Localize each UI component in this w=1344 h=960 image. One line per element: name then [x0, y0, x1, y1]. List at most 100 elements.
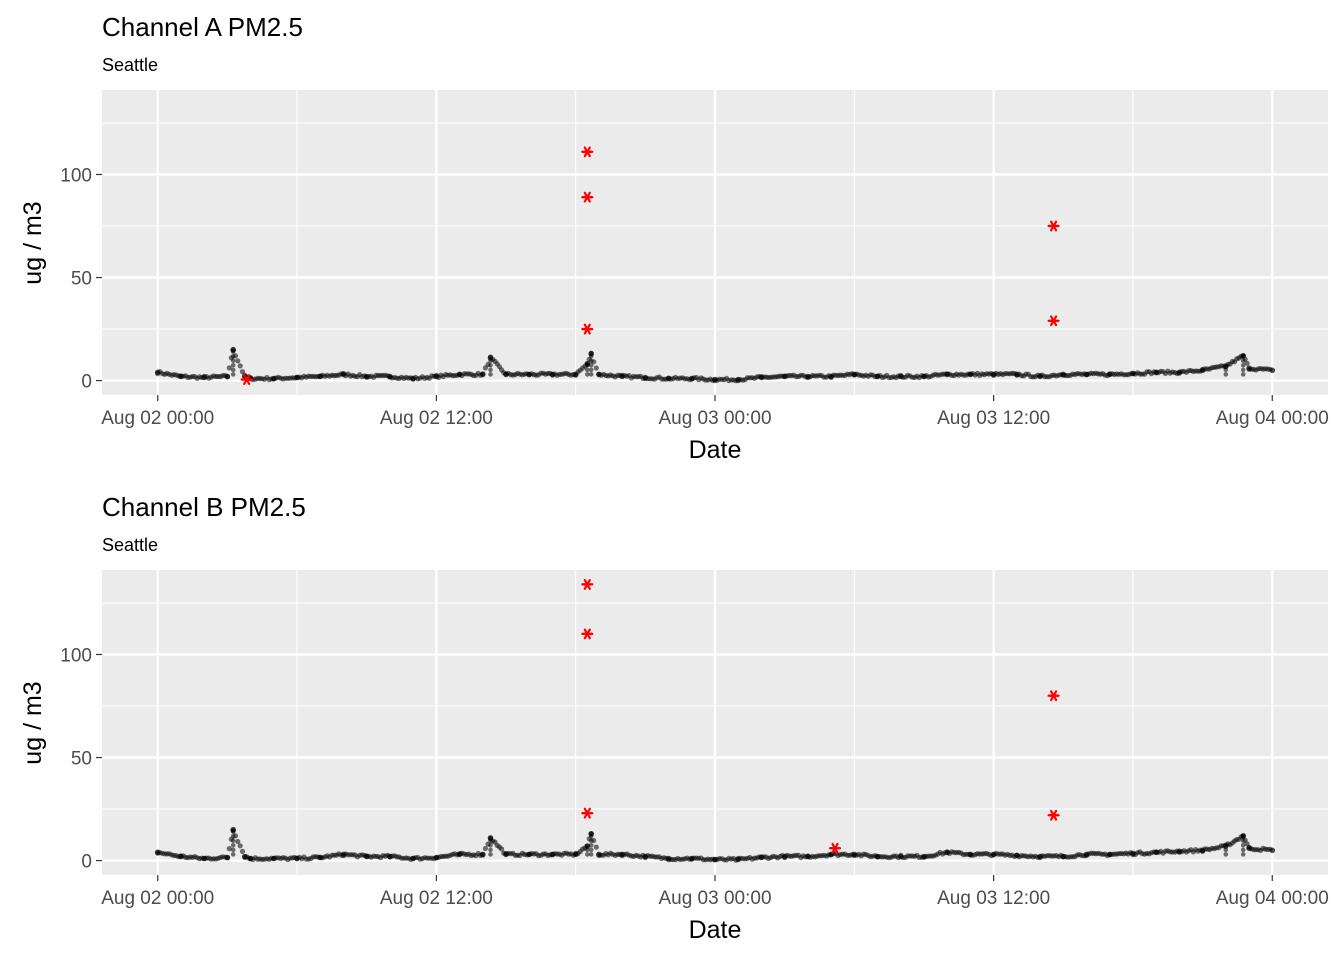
- data-point: [480, 371, 486, 378]
- data-point: [642, 853, 649, 860]
- data-point: [585, 367, 590, 373]
- data-point: [1240, 363, 1246, 368]
- channel-a-panel: Channel A PM2.5 Seattle ug / m3 Date Aug…: [19, 12, 1329, 464]
- outlier-marker: [581, 578, 594, 590]
- data-point: [226, 846, 232, 852]
- data-point: [665, 855, 672, 862]
- data-point: [178, 853, 184, 860]
- data-point: [230, 852, 236, 857]
- channel-b-panel: Channel B PM2.5 Seattle ug / m3 Date Aug…: [19, 492, 1329, 944]
- data-point: [781, 853, 788, 860]
- outlier-marker: [1047, 315, 1060, 327]
- data-point: [230, 367, 236, 373]
- data-point: [242, 853, 248, 860]
- data-point: [1269, 847, 1276, 854]
- data-point: [1014, 371, 1020, 378]
- outlier-marker: [1047, 809, 1060, 821]
- data-point: [588, 372, 594, 377]
- data-point: [549, 371, 556, 378]
- data-point: [665, 375, 672, 382]
- data-point: [230, 349, 236, 355]
- data-point: [874, 373, 881, 380]
- data-point: [588, 358, 594, 364]
- data-point: [588, 354, 594, 359]
- data-point: [585, 363, 590, 368]
- data-point: [549, 851, 556, 858]
- data-point: [712, 856, 718, 863]
- data-point: [585, 372, 590, 377]
- x-axis-title: Date: [689, 916, 742, 944]
- data-point: [851, 371, 858, 378]
- data-point: [526, 371, 532, 378]
- data-point: [585, 852, 590, 857]
- data-point: [230, 829, 236, 834]
- data-point: [1246, 365, 1252, 372]
- data-point: [805, 373, 811, 380]
- data-point: [239, 369, 246, 375]
- data-point: [921, 373, 927, 380]
- data-point: [1060, 853, 1067, 860]
- y-tick-label: 100: [60, 645, 92, 666]
- data-point: [482, 845, 488, 852]
- data-point: [230, 834, 236, 839]
- data-point: [572, 371, 579, 378]
- data-point: [1199, 847, 1206, 854]
- data-point: [1223, 852, 1229, 857]
- data-point: [619, 373, 625, 380]
- data-point: [1153, 369, 1159, 376]
- data-point: [488, 372, 493, 377]
- data-point: [230, 358, 236, 364]
- data-point: [230, 843, 236, 848]
- data-point: [593, 844, 599, 850]
- data-point: [1130, 370, 1136, 377]
- chart-subtitle: Seattle: [102, 55, 158, 75]
- data-point: [503, 371, 509, 378]
- data-point: [1014, 852, 1020, 859]
- outlier-marker: [581, 191, 594, 203]
- y-axis-title: ug / m3: [19, 681, 47, 764]
- data-point: [1083, 851, 1090, 858]
- data-point: [1223, 847, 1229, 853]
- data-point: [1106, 851, 1113, 858]
- y-tick-label: 50: [71, 269, 92, 290]
- data-point: [1130, 850, 1136, 857]
- data-point: [456, 851, 463, 858]
- data-point: [1244, 360, 1250, 366]
- outlier-marker: [581, 323, 594, 335]
- y-tick-label: 0: [81, 852, 92, 873]
- data-point: [588, 852, 594, 857]
- data-point: [237, 363, 243, 369]
- data-point: [1240, 367, 1246, 373]
- data-point: [588, 847, 594, 853]
- data-point: [1240, 358, 1246, 364]
- data-point: [154, 849, 161, 856]
- data-point: [584, 843, 591, 849]
- data-point: [201, 855, 207, 862]
- data-point: [642, 374, 649, 381]
- data-point: [201, 374, 207, 381]
- data-point: [1240, 834, 1246, 839]
- data-point: [585, 847, 590, 853]
- data-point: [593, 365, 599, 371]
- data-point: [1240, 372, 1246, 377]
- data-point: [1246, 845, 1252, 851]
- data-point: [805, 853, 811, 860]
- data-point: [503, 851, 509, 858]
- x-tick-label: Aug 04 00:00: [1216, 888, 1329, 909]
- data-point: [154, 369, 161, 376]
- data-point: [712, 376, 718, 383]
- data-point: [230, 372, 236, 377]
- data-point: [1037, 373, 1043, 380]
- x-axis-title: Date: [689, 436, 742, 464]
- data-point: [235, 358, 241, 364]
- data-point: [1106, 371, 1113, 378]
- y-tick-label: 50: [71, 749, 92, 770]
- data-point: [588, 367, 594, 373]
- data-point: [317, 854, 324, 861]
- data-point: [596, 371, 602, 378]
- x-tick-label: Aug 03 12:00: [937, 408, 1050, 429]
- x-tick-label: Aug 04 00:00: [1216, 408, 1329, 429]
- data-point: [944, 371, 950, 378]
- outlier-marker: [581, 146, 594, 158]
- data-point: [828, 373, 834, 380]
